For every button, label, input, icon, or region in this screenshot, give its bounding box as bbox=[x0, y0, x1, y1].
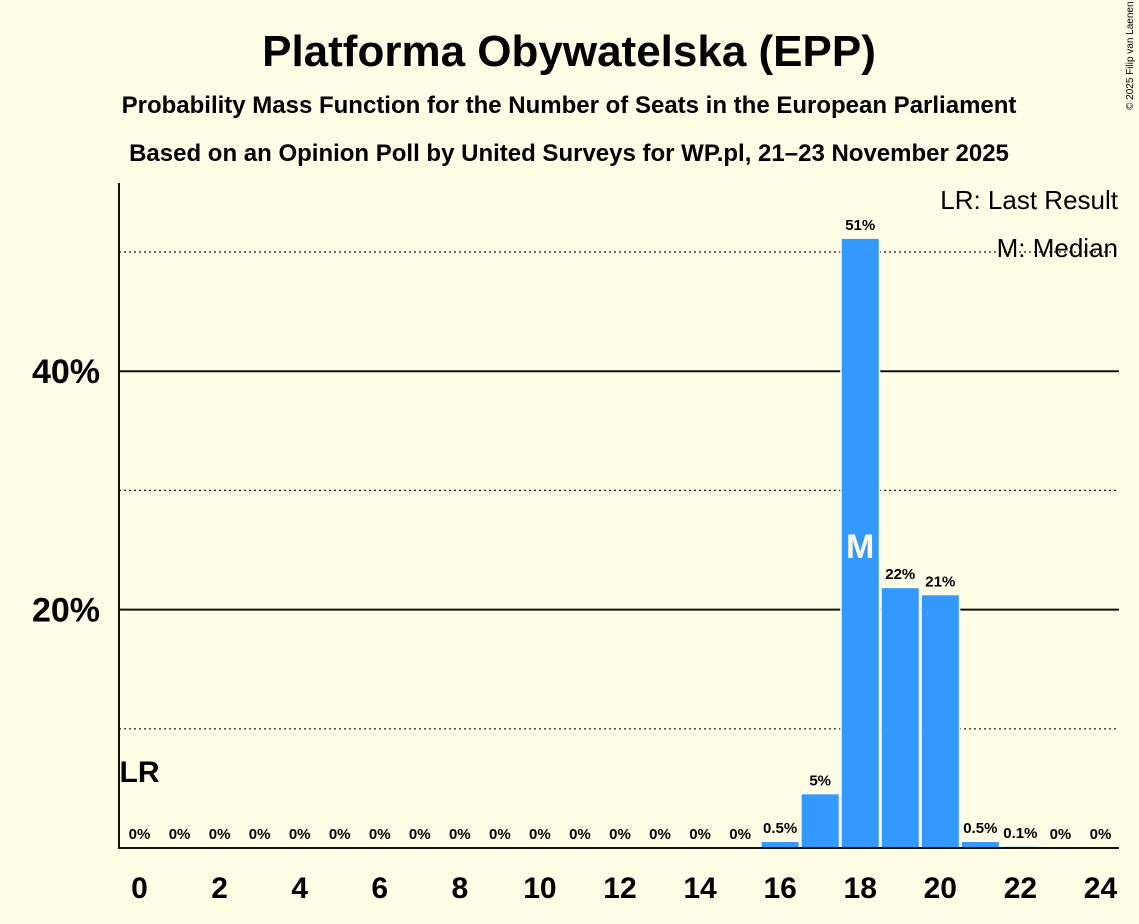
copyright-note: © 2025 Filip van Laenen bbox=[1125, 1, 1136, 110]
y-tick-label: 20% bbox=[32, 592, 100, 630]
bar-backdrop bbox=[1000, 844, 1041, 848]
bar-label-seat-4: 0% bbox=[289, 826, 311, 843]
bar-label-seat-15: 0% bbox=[729, 826, 751, 843]
bar-label-seat-21: 0.5% bbox=[963, 820, 997, 837]
bar-value-labels: 0% 0% 0% 0% 0% 0% 0% 0% 0% 0% 0% 0% 0% 0% 0% 0% 0.5% 5% 51… bbox=[129, 217, 1112, 843]
x-tick-label: 10 bbox=[523, 872, 556, 905]
bar-label-seat-6: 0% bbox=[369, 826, 391, 843]
x-axis-ticks: 0 2 4 6 8 10 12 14 16 18 20 22 24 bbox=[131, 872, 1117, 905]
bar-label-seat-3: 0% bbox=[249, 826, 271, 843]
y-axis-ticks: 20% 40% bbox=[32, 353, 100, 629]
bar-seat-18 bbox=[841, 238, 879, 848]
x-tick-label: 6 bbox=[371, 872, 388, 905]
bar-label-seat-9: 0% bbox=[489, 826, 511, 843]
bar-seat-17 bbox=[801, 794, 839, 848]
legend-median: M: Median bbox=[997, 233, 1118, 263]
x-tick-label: 24 bbox=[1084, 872, 1118, 905]
bars bbox=[760, 236, 1041, 848]
bar-label-seat-5: 0% bbox=[329, 826, 351, 843]
bar-label-seat-8: 0% bbox=[449, 826, 471, 843]
bar-label-seat-17: 5% bbox=[809, 772, 831, 789]
bar-label-seat-14: 0% bbox=[689, 826, 711, 843]
legend-last-result: LR: Last Result bbox=[940, 185, 1119, 215]
bar-label-seat-23: 0% bbox=[1050, 826, 1072, 843]
x-tick-label: 20 bbox=[924, 872, 957, 905]
x-tick-label: 16 bbox=[763, 872, 796, 905]
bar-label-seat-11: 0% bbox=[569, 826, 591, 843]
bar-label-seat-7: 0% bbox=[409, 826, 431, 843]
chart-source-note: Based on an Opinion Poll by United Surve… bbox=[129, 140, 1009, 167]
gridlines bbox=[119, 251, 1119, 730]
x-tick-label: 2 bbox=[211, 872, 228, 905]
y-tick-label: 40% bbox=[32, 353, 100, 391]
bar-seat-16 bbox=[761, 842, 799, 848]
bar-label-seat-10: 0% bbox=[529, 826, 551, 843]
chart-subtitle: Probability Mass Function for the Number… bbox=[122, 92, 1017, 119]
x-tick-label: 22 bbox=[1004, 872, 1037, 905]
chart-title: Platforma Obywatelska (EPP) bbox=[262, 27, 876, 76]
bar-label-seat-22: 0.1% bbox=[1003, 825, 1037, 842]
bar-label-seat-1: 0% bbox=[169, 826, 191, 843]
x-tick-label: 12 bbox=[603, 872, 636, 905]
bar-label-seat-12: 0% bbox=[609, 826, 631, 843]
bar-label-seat-13: 0% bbox=[649, 826, 671, 843]
x-tick-label: 14 bbox=[683, 872, 717, 905]
bar-label-seat-2: 0% bbox=[209, 826, 231, 843]
x-tick-label: 8 bbox=[451, 872, 468, 905]
x-tick-label: 18 bbox=[844, 872, 877, 905]
median-marker: M bbox=[846, 528, 874, 566]
bar-label-seat-24: 0% bbox=[1090, 826, 1112, 843]
x-tick-label: 0 bbox=[131, 872, 148, 905]
bar-label-seat-20: 21% bbox=[925, 573, 955, 590]
bar-label-seat-0: 0% bbox=[129, 826, 151, 843]
bar-label-seat-16: 0.5% bbox=[763, 820, 797, 837]
bar-seat-20 bbox=[921, 595, 959, 848]
bar-seat-19 bbox=[881, 588, 919, 848]
bar-label-seat-19: 22% bbox=[885, 566, 915, 583]
x-tick-label: 4 bbox=[291, 872, 308, 905]
last-result-marker: LR bbox=[120, 756, 160, 789]
bar-seat-21 bbox=[961, 842, 999, 848]
bar-label-seat-18: 51% bbox=[845, 217, 875, 234]
